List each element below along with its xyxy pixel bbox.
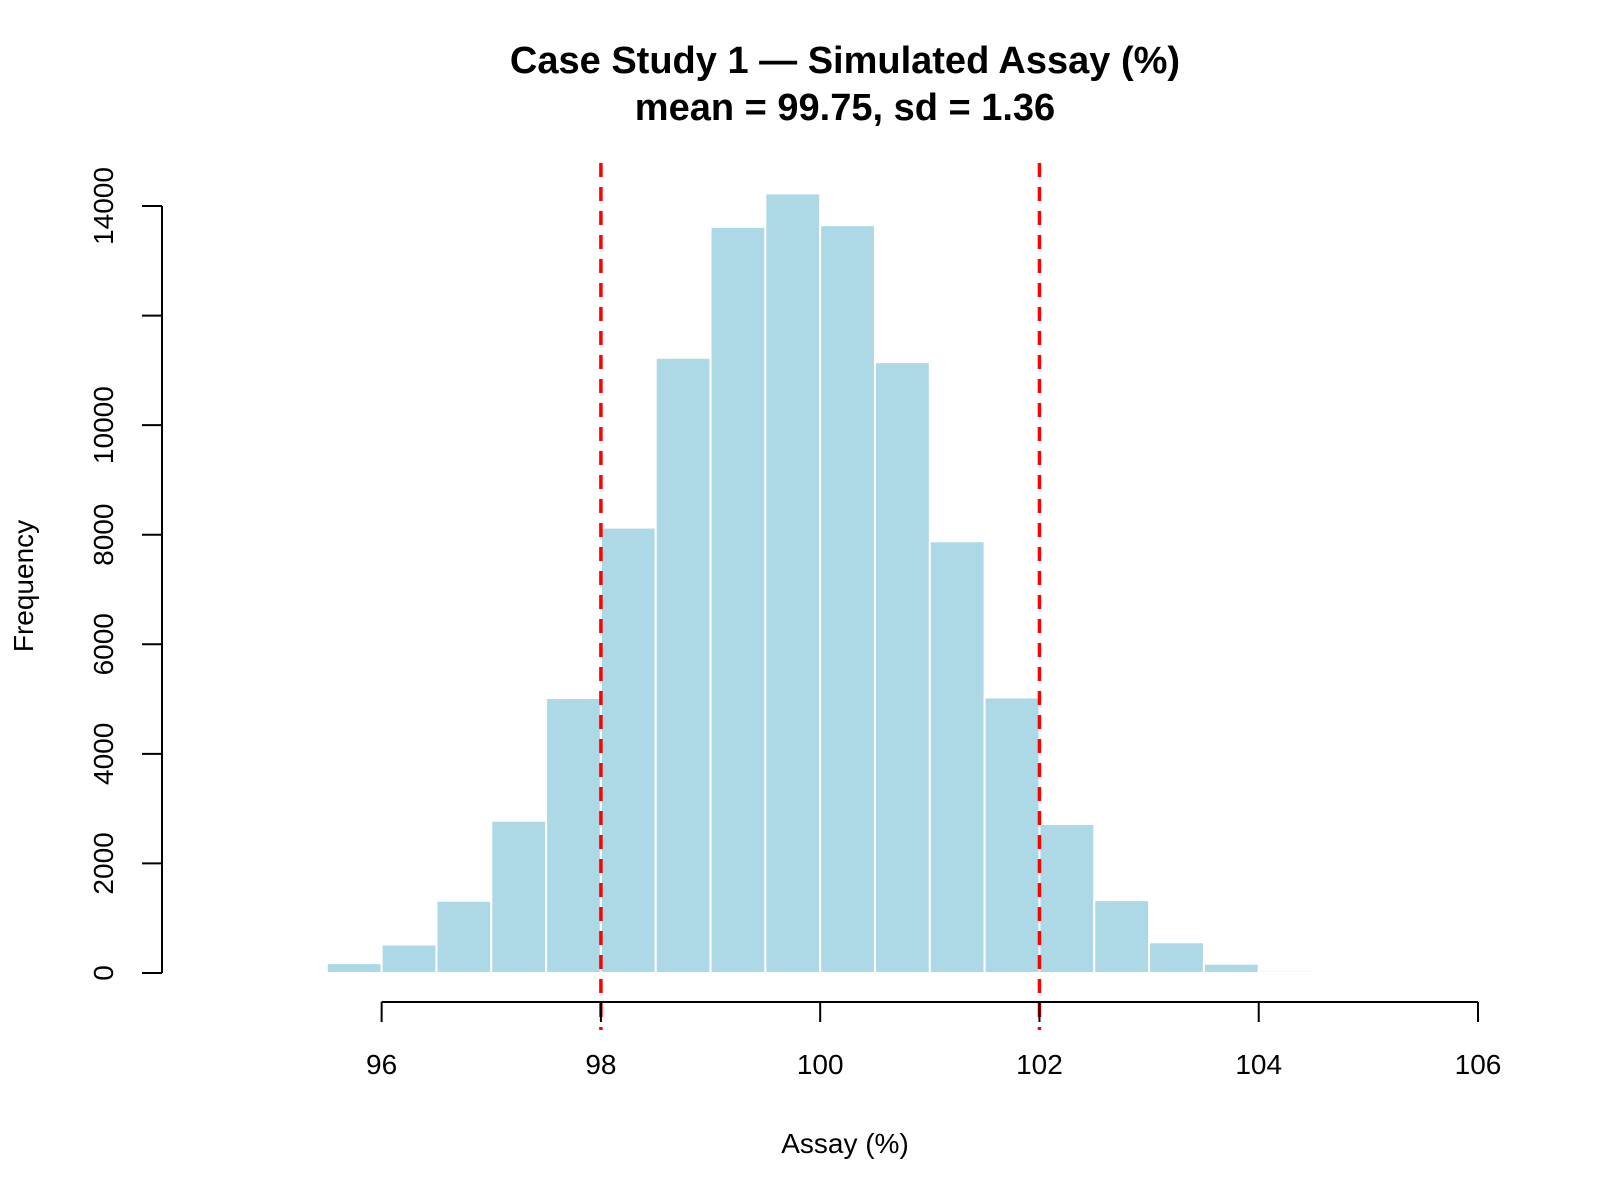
x-tick-label: 100 xyxy=(797,1049,844,1080)
histogram-bar xyxy=(435,899,493,975)
y-axis: 0 2000 4000 6000 8000 10000 14000 xyxy=(88,167,163,981)
x-tick-label: 96 xyxy=(366,1049,397,1080)
histogram-bar xyxy=(1202,962,1260,974)
x-axis: 96 98 100 102 104 106 xyxy=(366,1001,1502,1080)
histogram-bar xyxy=(1038,822,1096,974)
y-tick-label: 8000 xyxy=(88,504,119,566)
histogram-bar xyxy=(325,962,383,974)
histogram-bar xyxy=(1148,941,1205,975)
y-tick-label: 0 xyxy=(88,965,119,981)
reference-lines xyxy=(599,163,1042,1030)
chart-title: Case Study 1 — Simulated Assay (%) xyxy=(510,40,1180,82)
y-tick-label: 6000 xyxy=(88,613,119,675)
histogram-bar xyxy=(545,696,602,974)
histogram-bar xyxy=(983,696,1041,974)
histogram-bar xyxy=(1257,969,1315,975)
histogram-bar xyxy=(599,526,657,975)
y-tick-label: 10000 xyxy=(88,386,119,464)
histogram-bar xyxy=(490,819,548,975)
histogram-bar xyxy=(874,361,931,974)
histogram-bar xyxy=(654,356,712,975)
x-tick-label: 98 xyxy=(585,1049,616,1080)
y-tick-label: 14000 xyxy=(88,167,119,245)
y-axis-label: Frequency xyxy=(8,520,39,652)
histogram-bar xyxy=(709,225,767,975)
histogram-bar xyxy=(380,943,438,974)
x-tick-label: 102 xyxy=(1016,1049,1063,1080)
y-tick-label: 2000 xyxy=(88,832,119,894)
x-tick-label: 106 xyxy=(1455,1049,1502,1080)
x-axis-label: Assay (%) xyxy=(781,1128,909,1159)
histogram-bar xyxy=(271,970,328,975)
histogram-bar xyxy=(1093,899,1151,975)
histogram-bars xyxy=(271,192,1315,975)
chart-subtitle: mean = 99.75, sd = 1.36 xyxy=(635,87,1055,129)
x-tick-label: 104 xyxy=(1235,1049,1282,1080)
y-tick-label: 4000 xyxy=(88,723,119,785)
histogram-bar xyxy=(928,540,986,974)
histogram-bar xyxy=(819,224,877,975)
histogram-bar xyxy=(764,192,822,974)
